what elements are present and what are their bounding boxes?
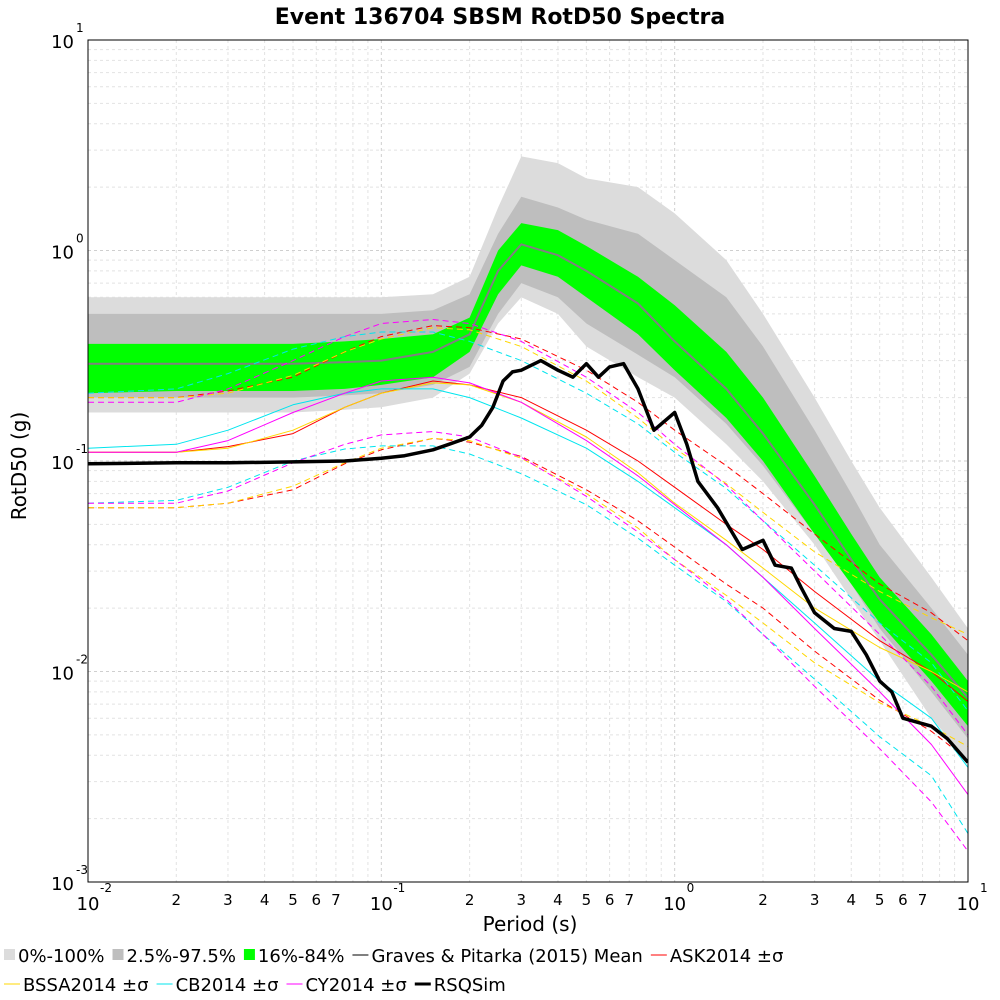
x-minor-tick-label: 6 bbox=[311, 891, 321, 909]
x-minor-tick-label: 5 bbox=[875, 891, 885, 909]
series-lines bbox=[88, 243, 968, 852]
x-minor-tick-label: 6 bbox=[605, 891, 615, 909]
legend-item: Graves & Pitarka (2015) Mean bbox=[352, 946, 643, 967]
legend-label: RSQSim bbox=[434, 975, 506, 996]
legend-label: Graves & Pitarka (2015) Mean bbox=[371, 946, 642, 967]
band-0%-100% bbox=[88, 156, 968, 760]
plot-border bbox=[87, 39, 969, 883]
legend-label: BSSA2014 ±σ bbox=[23, 975, 149, 996]
y-tick-base: 10 bbox=[51, 243, 74, 264]
series-ASK2014 ±σ bbox=[88, 380, 968, 702]
x-minor-tick-label: 3 bbox=[517, 891, 527, 909]
x-minor-tick-label: 5 bbox=[288, 891, 298, 909]
series-Graves & Pitarka (2015) Mean bbox=[88, 243, 968, 699]
series-BSSA2014 +σ bbox=[88, 327, 968, 635]
series-CY2014 ±σ bbox=[88, 376, 968, 795]
x-minor-tick-label: 4 bbox=[260, 891, 270, 909]
percentile-bands bbox=[88, 156, 968, 760]
legend-item: 2.5%-97.5% bbox=[112, 946, 236, 967]
y-tick-label: 101 bbox=[51, 21, 84, 53]
legend-item: CY2014 ±σ bbox=[286, 975, 407, 996]
y-tick-label: 10-2 bbox=[51, 653, 88, 685]
legend-label: 16%-84% bbox=[258, 946, 345, 967]
x-tick-base: 10 bbox=[370, 894, 393, 915]
y-tick-base: 10 bbox=[51, 664, 74, 685]
series-ASK2014 -σ bbox=[88, 437, 968, 761]
series-ASK2014 +σ bbox=[88, 325, 968, 642]
legend-swatch bbox=[112, 949, 124, 960]
x-minor-tick-label: 3 bbox=[223, 891, 233, 909]
legend-label: 2.5%-97.5% bbox=[127, 946, 236, 967]
series-BSSA2014 -σ bbox=[88, 437, 968, 748]
y-axis-label: RotD50 (g) bbox=[7, 412, 31, 521]
y-tick-label: 10-1 bbox=[51, 442, 88, 474]
x-tick-exponent: 0 bbox=[687, 881, 695, 895]
legend-item: BSSA2014 ±σ bbox=[4, 975, 149, 996]
x-minor-tick-label: 4 bbox=[846, 891, 856, 909]
chart-title: Event 136704 SBSM RotD50 Spectra bbox=[275, 5, 726, 30]
x-tick-base: 10 bbox=[77, 894, 100, 915]
series-CB2014 ±σ bbox=[88, 388, 968, 768]
x-tick-label: 10-2 bbox=[77, 881, 112, 915]
series-RSQSim bbox=[88, 358, 968, 764]
legend-label: 0%-100% bbox=[18, 946, 105, 967]
y-tick-exponent: -2 bbox=[76, 653, 88, 667]
legend-label: CY2014 ±σ bbox=[306, 975, 407, 996]
legend-item: 16%-84% bbox=[243, 946, 345, 967]
x-minor-tick-label: 3 bbox=[810, 891, 820, 909]
x-tick-base: 10 bbox=[957, 894, 980, 915]
y-tick-exponent: -1 bbox=[76, 442, 88, 456]
x-axis-label: Period (s) bbox=[483, 912, 578, 936]
x-minor-tick-label: 2 bbox=[758, 891, 768, 909]
x-tick-label: 10-1 bbox=[370, 881, 405, 915]
legend-item: 0%-100% bbox=[4, 946, 105, 967]
x-minor-tick-label: 7 bbox=[918, 891, 928, 909]
x-minor-tick-label: 7 bbox=[331, 891, 341, 909]
x-minor-tick-label: 2 bbox=[465, 891, 475, 909]
y-tick-exponent: 1 bbox=[76, 21, 84, 35]
y-tick-label: 100 bbox=[51, 232, 84, 264]
plot-frame bbox=[87, 39, 969, 883]
x-minor-tick-label: 7 bbox=[624, 891, 634, 909]
y-tick-base: 10 bbox=[51, 453, 74, 474]
series-CY2014 +σ bbox=[88, 319, 968, 736]
y-tick-base: 10 bbox=[51, 874, 74, 895]
legend-label: ASK2014 ±σ bbox=[670, 946, 784, 967]
x-tick-exponent: -2 bbox=[100, 881, 112, 895]
x-tick-label: 101 bbox=[957, 881, 988, 915]
y-tick-exponent: 0 bbox=[76, 232, 84, 246]
y-tick-exponent: -3 bbox=[76, 863, 88, 877]
x-minor-tick-label: 5 bbox=[582, 891, 592, 909]
band-2.5%-97.5% bbox=[88, 196, 968, 739]
legend: 0%-100% 2.5%-97.5% 16%-84% Graves & Pitarka… bbox=[4, 946, 783, 996]
x-minor-tick-label: 4 bbox=[553, 891, 563, 909]
x-tick-exponent: -1 bbox=[393, 881, 405, 895]
series-CB2014 -σ bbox=[88, 445, 968, 834]
x-minor-tick-label: 6 bbox=[898, 891, 908, 909]
y-tick-base: 10 bbox=[51, 32, 74, 53]
band-16%-84% bbox=[88, 223, 968, 727]
legend-item: CB2014 ±σ bbox=[156, 975, 279, 996]
legend-item: ASK2014 ±σ bbox=[650, 946, 784, 967]
legend-label: CB2014 ±σ bbox=[176, 975, 279, 996]
x-tick-base: 10 bbox=[663, 894, 686, 915]
legend-item: RSQSim bbox=[414, 975, 506, 996]
legend-swatch bbox=[243, 949, 255, 960]
series-CY2014 -σ bbox=[88, 431, 968, 852]
series-BSSA2014 ±σ bbox=[88, 382, 968, 693]
series-CB2014 +σ bbox=[88, 331, 968, 712]
legend-swatch bbox=[4, 949, 15, 960]
x-minor-tick-label: 2 bbox=[172, 891, 182, 909]
x-tick-exponent: 1 bbox=[980, 881, 988, 895]
x-tick-label: 100 bbox=[663, 881, 694, 915]
y-tick-label: 10-3 bbox=[51, 863, 88, 895]
